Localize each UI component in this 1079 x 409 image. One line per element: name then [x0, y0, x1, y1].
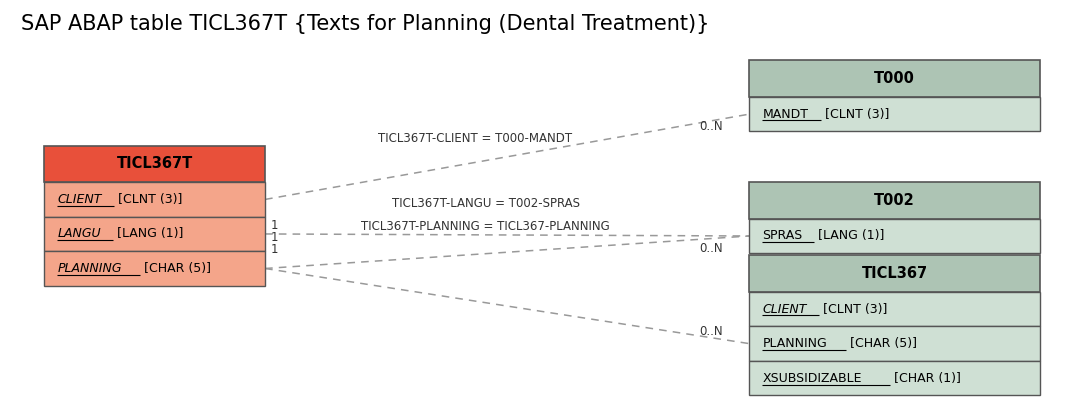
Text: 0..N: 0..N: [699, 120, 723, 133]
Text: 0..N: 0..N: [699, 242, 723, 255]
FancyBboxPatch shape: [749, 361, 1040, 396]
Text: [LANG (1)]: [LANG (1)]: [113, 227, 183, 240]
FancyBboxPatch shape: [749, 292, 1040, 326]
Text: [CHAR (5)]: [CHAR (5)]: [140, 262, 211, 275]
Text: 1: 1: [271, 243, 278, 256]
Text: T000: T000: [874, 71, 915, 86]
Text: T002: T002: [874, 193, 915, 208]
Text: [LANG (1)]: [LANG (1)]: [814, 229, 885, 243]
Text: [CLNT (3)]: [CLNT (3)]: [821, 108, 890, 121]
Text: [CHAR (5)]: [CHAR (5)]: [846, 337, 917, 350]
Text: LANGU: LANGU: [57, 227, 101, 240]
Text: PLANNING: PLANNING: [762, 337, 827, 350]
Text: 1: 1: [271, 231, 278, 244]
Text: 1: 1: [271, 219, 278, 232]
Text: 0..N: 0..N: [699, 325, 723, 338]
FancyBboxPatch shape: [749, 60, 1040, 97]
Text: PLANNING: PLANNING: [57, 262, 122, 275]
FancyBboxPatch shape: [44, 146, 265, 182]
FancyBboxPatch shape: [749, 219, 1040, 253]
Text: TICL367T-LANGU = T002-SPRAS: TICL367T-LANGU = T002-SPRAS: [392, 197, 579, 209]
FancyBboxPatch shape: [44, 182, 265, 217]
Text: [CLNT (3)]: [CLNT (3)]: [114, 193, 182, 206]
Text: TICL367T-PLANNING = TICL367-PLANNING: TICL367T-PLANNING = TICL367-PLANNING: [361, 220, 610, 233]
FancyBboxPatch shape: [749, 326, 1040, 361]
FancyBboxPatch shape: [749, 182, 1040, 219]
Text: TICL367T-CLIENT = T000-MANDT: TICL367T-CLIENT = T000-MANDT: [378, 132, 572, 145]
Text: CLIENT: CLIENT: [57, 193, 101, 206]
FancyBboxPatch shape: [749, 97, 1040, 131]
Text: XSUBSIDIZABLE: XSUBSIDIZABLE: [762, 372, 862, 384]
FancyBboxPatch shape: [749, 255, 1040, 292]
Text: CLIENT: CLIENT: [762, 303, 807, 316]
Text: SPRAS: SPRAS: [762, 229, 803, 243]
FancyBboxPatch shape: [44, 217, 265, 251]
Text: SAP ABAP table TICL367T {Texts for Planning (Dental Treatment)}: SAP ABAP table TICL367T {Texts for Plann…: [21, 13, 709, 34]
FancyBboxPatch shape: [44, 251, 265, 286]
Text: TICL367: TICL367: [862, 266, 928, 281]
Text: [CHAR (1)]: [CHAR (1)]: [890, 372, 961, 384]
Text: TICL367T: TICL367T: [117, 156, 193, 171]
Text: MANDT: MANDT: [762, 108, 808, 121]
Text: [CLNT (3)]: [CLNT (3)]: [819, 303, 888, 316]
